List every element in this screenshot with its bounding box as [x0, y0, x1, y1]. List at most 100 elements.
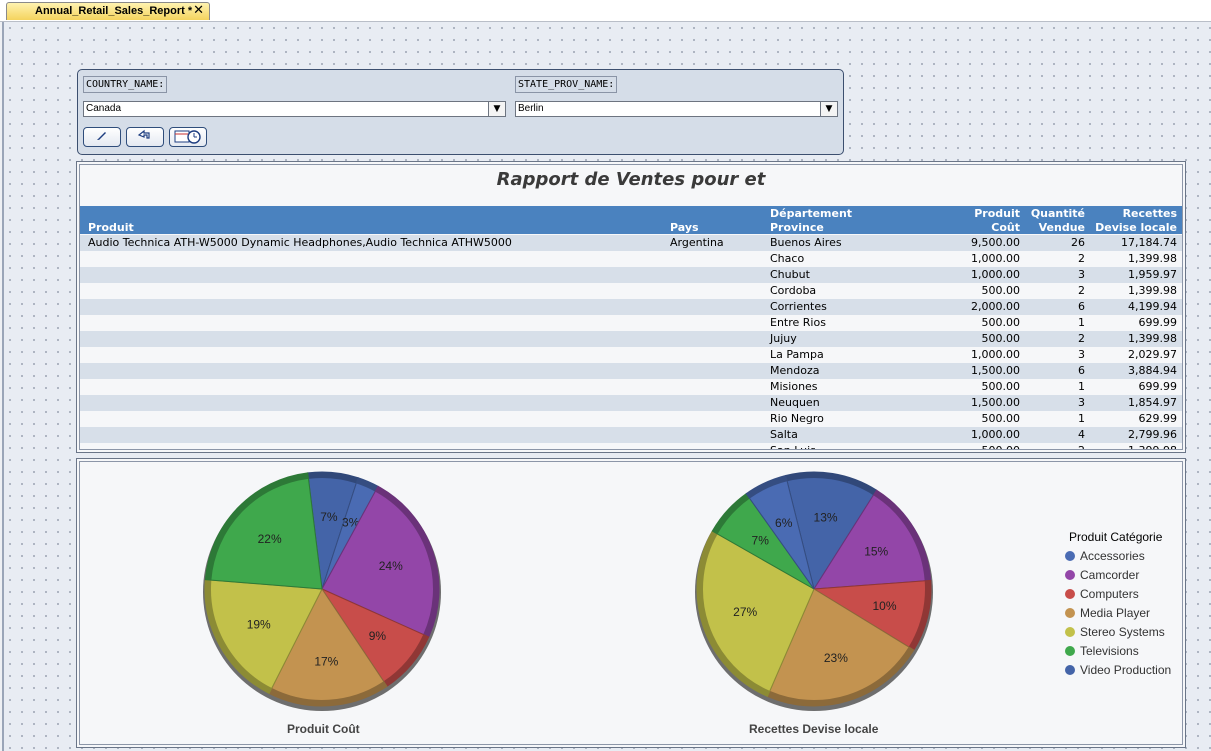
- legend-label: Televisions: [1080, 644, 1139, 658]
- cell-rev: 17,184.74: [1121, 236, 1177, 249]
- col-rev-line2: Devise locale: [1095, 221, 1177, 234]
- col-pays: Pays: [670, 221, 699, 234]
- cell-cout: 500.00: [981, 332, 1021, 345]
- pie1-slice-rim: [269, 681, 387, 706]
- cell-province: Jujuy: [770, 332, 797, 345]
- pie2-slice-rim: [767, 646, 914, 706]
- table-row: Cordoba 500.00 2 1,399.98: [80, 283, 1182, 299]
- report-panel: Rapport de Ventes pour et Produit Pays D…: [76, 161, 1186, 453]
- table-row: Salta 1,000.00 4 2,799.96: [80, 427, 1182, 443]
- schedule-button[interactable]: [169, 127, 207, 147]
- cell-rev: 3,884.94: [1128, 364, 1177, 377]
- state-prov-name-select[interactable]: Berlin ▼: [515, 101, 838, 117]
- table-row: Misiones 500.00 1 699.99: [80, 379, 1182, 395]
- cell-province: Corrientes: [770, 300, 827, 313]
- table-row: Corrientes 2,000.00 6 4,199.94: [80, 299, 1182, 315]
- cell-qty: 2: [1078, 252, 1085, 265]
- pie1-data-label: 17%: [314, 654, 338, 668]
- cell-province: Chaco: [770, 252, 805, 265]
- col-cout-line2: Coût: [991, 221, 1020, 234]
- pie2-slice-rim: [908, 580, 931, 651]
- tab-annual-retail-sales-report[interactable]: Annual_Retail_Sales_Report * ✕: [6, 2, 210, 20]
- cell-cout: 1,000.00: [971, 428, 1020, 441]
- cell-province: Buenos Aires: [770, 236, 842, 249]
- country-name-select[interactable]: Canada ▼: [83, 101, 506, 117]
- cell-province: San Luis: [770, 444, 816, 449]
- cell-qty: 1: [1078, 316, 1085, 329]
- report-title: Rapport de Ventes pour et: [496, 169, 766, 190]
- cell-qty: 3: [1078, 268, 1085, 281]
- table-row: Audio Technica ATH-W5000 Dynamic Headpho…: [80, 235, 1182, 251]
- pie1-data-label: 3%: [342, 515, 360, 529]
- cell-qty: 3: [1078, 348, 1085, 361]
- legend-item: Video Production: [1065, 663, 1171, 677]
- cell-province: La Pampa: [770, 348, 824, 361]
- cell-qty: 2: [1078, 332, 1085, 345]
- cell-cout: 500.00: [981, 284, 1021, 297]
- legend-item: Computers: [1065, 587, 1139, 601]
- chevron-down-icon[interactable]: ▼: [820, 102, 837, 116]
- cell-qty: 6: [1078, 364, 1085, 377]
- cell-qty: 2: [1025, 444, 1085, 449]
- pie1-slice-rim: [375, 486, 439, 637]
- table-row: San Luis 500.00 2 1,399.98: [80, 443, 1182, 449]
- country-name-value: Canada: [86, 103, 122, 114]
- cell-province: Mendoza: [770, 364, 820, 377]
- pie2-slice-rim: [712, 493, 750, 535]
- legend-label: Stereo Systems: [1080, 625, 1165, 639]
- cell-province: Cordoba: [770, 284, 817, 297]
- pie1-data-label: 7%: [320, 510, 338, 524]
- legend-swatch: [1065, 570, 1075, 580]
- cell-cout: 1,500.00: [971, 396, 1020, 409]
- legend-item: Media Player: [1065, 606, 1150, 620]
- legend-item: Televisions: [1065, 644, 1139, 658]
- pie2-data-label: 7%: [752, 533, 770, 547]
- cell-rev: 1,399.98: [1090, 444, 1177, 449]
- cell-province: Neuquen: [770, 396, 820, 409]
- col-departement: Département: [770, 207, 853, 220]
- legend-swatch: [1065, 627, 1075, 637]
- chevron-down-icon[interactable]: ▼: [488, 102, 505, 116]
- cell-cout: 1,000.00: [971, 268, 1020, 281]
- table-row: Mendoza 1,500.00 6 3,884.94: [80, 363, 1182, 379]
- cell-rev: 629.99: [1138, 412, 1178, 425]
- cell-province: Salta: [770, 428, 798, 441]
- cell-cout: 500.00: [981, 380, 1021, 393]
- table-row: Chaco 1,000.00 2 1,399.98: [80, 251, 1182, 267]
- pie2-data-label: 15%: [864, 545, 888, 559]
- pie2-caption: Recettes Devise locale: [749, 722, 879, 736]
- pie1-slice-rim: [205, 472, 309, 581]
- cell-cout: 500.00: [981, 316, 1021, 329]
- cell-cout: 1,500.00: [971, 364, 1020, 377]
- cell-rev: 699.99: [1138, 316, 1178, 329]
- cell-qty: 6: [1078, 300, 1085, 313]
- tab-title: Annual_Retail_Sales_Report *: [35, 5, 193, 17]
- cell-produit: Audio Technica ATH-W5000 Dynamic Headpho…: [88, 236, 512, 249]
- pie2-data-label: 13%: [814, 510, 838, 524]
- edit-button[interactable]: [83, 127, 121, 147]
- col-qty-line2: Vendue: [1038, 221, 1085, 234]
- table-header: Produit Pays Département Province Produi…: [80, 206, 1182, 234]
- pie1-caption: Produit Coût: [287, 722, 360, 736]
- table-row: Entre Rios 500.00 1 699.99: [80, 315, 1182, 331]
- cell-pays: Argentina: [670, 236, 724, 249]
- table-body: Audio Technica ATH-W5000 Dynamic Headpho…: [80, 235, 1182, 449]
- pie-charts-svg: 7% 3% 24% 9% 17% 19% 22% 13% 15% 10% 23% 27% 7% 6%: [203, 471, 933, 711]
- pie2-data-label: 23%: [824, 651, 848, 665]
- charts-panel: 7% 3% 24% 9% 17% 19% 22% 13% 15% 10% 23% 27% 7% 6% Pr…: [76, 458, 1186, 748]
- country-name-label: COUNTRY_NAME:: [83, 76, 168, 93]
- cell-rev: 1,399.98: [1128, 284, 1177, 297]
- cell-rev: 1,959.97: [1128, 268, 1177, 281]
- table-row: Jujuy 500.00 2 1,399.98: [80, 331, 1182, 347]
- pie2-data-label: 6%: [775, 516, 793, 530]
- back-button[interactable]: [126, 127, 164, 147]
- cell-province: Entre Rios: [770, 316, 826, 329]
- cell-qty: 1: [1078, 412, 1085, 425]
- close-icon[interactable]: ✕: [193, 3, 204, 18]
- table-row: Rio Negro 500.00 1 629.99: [80, 411, 1182, 427]
- legend-label: Camcorder: [1080, 568, 1140, 582]
- state-prov-name-value: Berlin: [518, 103, 544, 114]
- schedule-icon: [173, 130, 203, 147]
- cell-qty: 3: [1078, 396, 1085, 409]
- pie2-data-label: 27%: [733, 605, 757, 619]
